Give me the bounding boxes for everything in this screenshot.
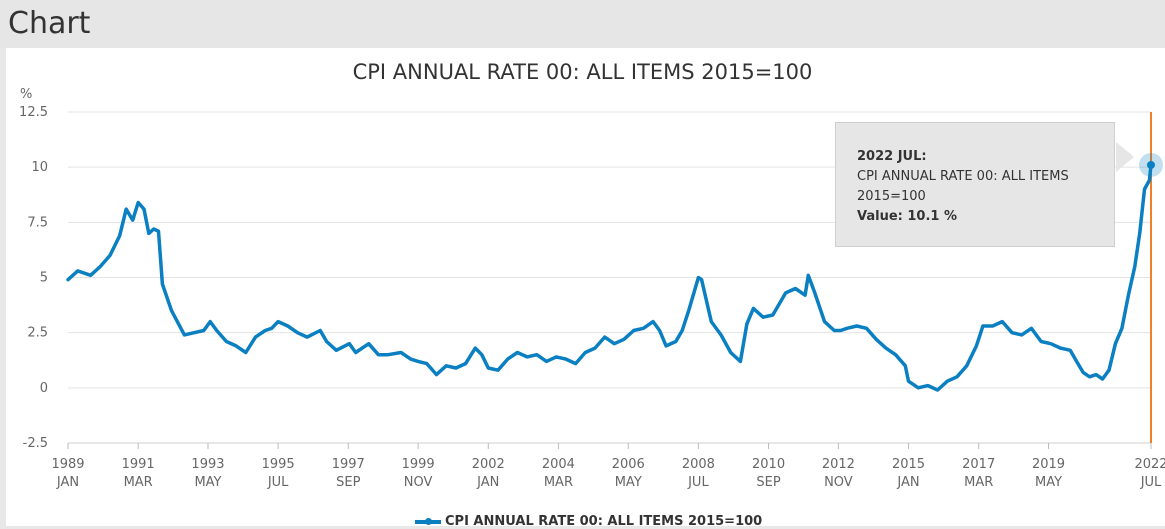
x-tick-year: 1999 [402, 457, 435, 472]
x-tick-month: MAR [544, 475, 573, 490]
x-tick-month: JUL [687, 475, 709, 490]
y-tick-label: -2.5 [23, 436, 48, 451]
x-tick-year: 1993 [191, 457, 224, 472]
y-tick-label: 5 [40, 271, 48, 286]
x-tick-year: 2008 [682, 457, 715, 472]
page-header: Chart [0, 0, 1165, 48]
x-tick-year: 2002 [472, 457, 505, 472]
y-tick-label: 0 [40, 381, 48, 396]
tooltip-arrow [1116, 142, 1134, 172]
x-tick-month: SEP [756, 475, 780, 490]
x-tick-month: MAY [615, 475, 642, 490]
y-tick-label: 10 [31, 160, 48, 175]
tooltip: 2022 JUL: CPI ANNUAL RATE 00: ALL ITEMS … [835, 122, 1115, 247]
tooltip-period: 2022 JUL: [857, 149, 927, 164]
x-tick-month: MAR [964, 475, 993, 490]
legend-line-swatch [415, 517, 441, 525]
x-tick-year: 2022 [1134, 457, 1165, 472]
y-axis-unit: % [20, 87, 32, 102]
x-tick-year: 2006 [612, 457, 645, 472]
chart-title: CPI ANNUAL RATE 00: ALL ITEMS 2015=100 [352, 60, 813, 84]
x-tick-year: 1995 [262, 457, 295, 472]
x-tick-month: MAY [194, 475, 221, 490]
x-tick-year: 2017 [962, 457, 995, 472]
hover-point[interactable] [1147, 160, 1155, 169]
x-tick-year: 2019 [1032, 457, 1065, 472]
series-line[interactable] [66, 163, 1153, 392]
tooltip-value: Value: 10.1 % [857, 209, 958, 224]
page-title: Chart [8, 6, 91, 41]
x-tick-month: MAR [124, 475, 153, 490]
x-tick-year: 1989 [51, 457, 84, 472]
x-tick-month: JUL [1140, 475, 1162, 490]
x-tick-month: JAN [476, 475, 499, 490]
x-tick-year: 1991 [122, 457, 155, 472]
x-tick-month: NOV [404, 475, 433, 490]
x-tick-year: 1997 [332, 457, 365, 472]
x-tick-year: 2015 [892, 457, 925, 472]
x-tick-year: 2004 [542, 457, 575, 472]
y-tick-label: 2.5 [27, 326, 48, 341]
x-tick-month: JAN [896, 475, 919, 490]
x-tick-month: NOV [824, 475, 853, 490]
tooltip-series: CPI ANNUAL RATE 00: ALL ITEMS 2015=100 [857, 169, 1069, 204]
x-tick-month: JUL [267, 475, 289, 490]
legend-label: CPI ANNUAL RATE 00: ALL ITEMS 2015=100 [445, 514, 763, 529]
x-tick-month: MAY [1035, 475, 1062, 490]
chart-legend[interactable]: CPI ANNUAL RATE 00: ALL ITEMS 2015=100 [415, 514, 762, 529]
x-tick-month: SEP [336, 475, 360, 490]
y-tick-label: 12.5 [19, 105, 48, 120]
y-tick-label: 7.5 [27, 215, 48, 230]
x-tick-year: 2010 [752, 457, 785, 472]
x-tick-year: 2012 [822, 457, 855, 472]
x-tick-month: JAN [56, 475, 79, 490]
